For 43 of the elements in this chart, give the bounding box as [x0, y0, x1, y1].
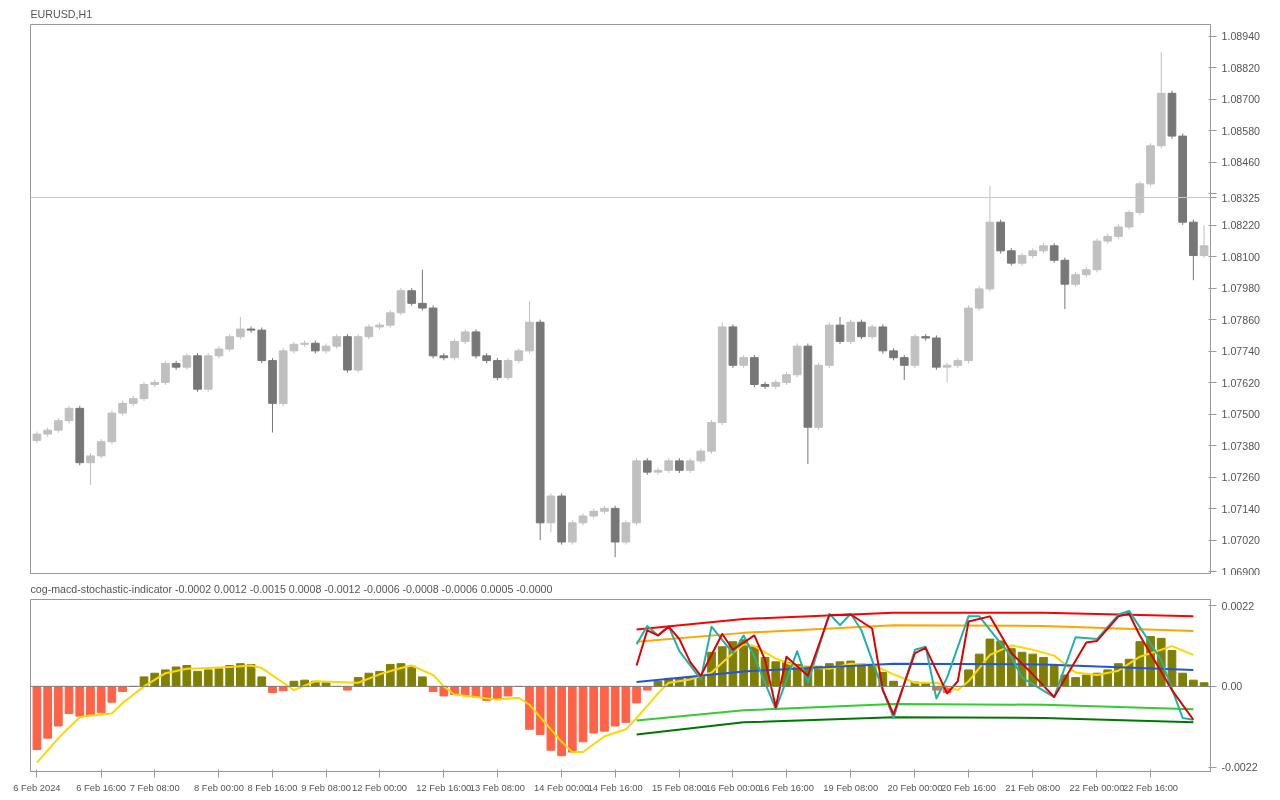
- y-tick-label: 1.07380: [1221, 439, 1261, 452]
- x-tick-label: 8 Feb 16:00: [247, 782, 298, 793]
- y-tick-label: 1.07020: [1221, 534, 1261, 547]
- x-tick-label: 19 Feb 08:00: [823, 782, 879, 793]
- x-tick-label: 6 Feb 2024: [13, 782, 61, 793]
- y-tick-label: 1.06900: [1221, 565, 1261, 578]
- y-tick-label: 1.08100: [1221, 250, 1261, 263]
- ref-line-label: 1.08325: [1221, 191, 1261, 204]
- chart-title: EURUSD,H1: [30, 7, 93, 20]
- x-tick-label: 22 Feb 16:00: [1123, 782, 1179, 793]
- y-tick-label: 1.07500: [1221, 408, 1261, 421]
- x-tick-label: 20 Feb 16:00: [941, 782, 996, 793]
- y-tick-label: 1.08580: [1221, 124, 1261, 137]
- x-tick-label: 9 Feb 08:00: [301, 782, 351, 793]
- chart-title: cog-macd-stochastic-indicator -0.0002 0.0012 -0.0015 0.0008 -0.0012 -0.0006 -0.0008 -0.0006 0.0005 -0.0000: [30, 582, 553, 595]
- y-tick-label: 1.08700: [1221, 93, 1261, 106]
- x-tick-label: 16 Feb 16:00: [758, 782, 814, 793]
- x-tick-label: 14 Feb 16:00: [587, 782, 643, 793]
- y-tick-label: 1.07860: [1221, 313, 1261, 326]
- y-tick-label: 0.00: [1221, 680, 1243, 693]
- y-tick-label: 1.08220: [1221, 219, 1261, 232]
- y-tick-label: 1.07260: [1221, 471, 1261, 484]
- x-tick-label: 12 Feb 16:00: [416, 782, 472, 793]
- x-tick-label: 21 Feb 08:00: [1005, 782, 1061, 793]
- x-tick-label: 20 Feb 00:00: [887, 782, 943, 793]
- x-tick-label: 13 Feb 08:00: [469, 782, 525, 793]
- y-tick-label: 1.07140: [1221, 502, 1261, 515]
- y-tick-label: 1.08820: [1221, 61, 1261, 74]
- y-tick-label: 1.07740: [1221, 345, 1261, 358]
- x-tick-label: 14 Feb 00:00: [534, 782, 590, 793]
- y-tick-label: -0.0022: [1221, 761, 1258, 774]
- y-tick-label: 0.0022: [1221, 599, 1255, 612]
- y-tick-label: 1.08460: [1221, 156, 1261, 169]
- x-tick-label: 6 Feb 16:00: [76, 782, 127, 793]
- y-tick-label: 1.07980: [1221, 282, 1261, 295]
- y-tick-label: 1.08940: [1221, 30, 1261, 43]
- x-tick-label: 12 Feb 00:00: [352, 782, 408, 793]
- x-tick-label: 22 Feb 00:00: [1069, 782, 1125, 793]
- x-tick-label: 16 Feb 00:00: [705, 782, 761, 793]
- x-tick-label: 15 Feb 08:00: [651, 782, 707, 793]
- y-tick-label: 1.07620: [1221, 376, 1261, 389]
- x-tick-label: 7 Feb 08:00: [129, 782, 180, 793]
- x-tick-label: 8 Feb 00:00: [194, 782, 244, 793]
